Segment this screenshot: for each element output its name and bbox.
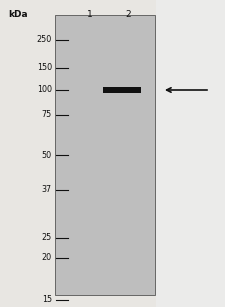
Bar — [103, 87, 141, 93]
Text: 2: 2 — [125, 10, 131, 19]
Text: 1: 1 — [87, 10, 93, 19]
Text: 150: 150 — [37, 64, 52, 72]
Text: 37: 37 — [42, 185, 52, 195]
Text: kDa: kDa — [8, 10, 28, 19]
Text: 75: 75 — [42, 111, 52, 119]
Text: 20: 20 — [42, 254, 52, 262]
Text: 250: 250 — [37, 36, 52, 45]
Text: 25: 25 — [42, 234, 52, 243]
Text: 15: 15 — [42, 296, 52, 305]
Text: 100: 100 — [37, 86, 52, 95]
Bar — [55, 15, 155, 295]
Bar — [156, 0, 225, 307]
Text: 50: 50 — [42, 150, 52, 160]
